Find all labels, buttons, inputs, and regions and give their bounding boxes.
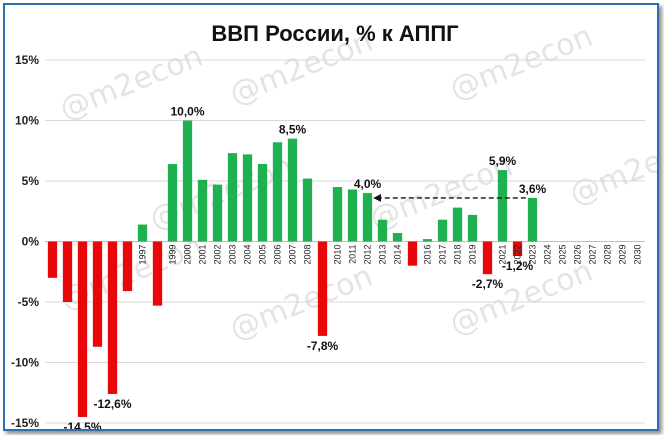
data-label: 3,6% — [519, 182, 547, 196]
y-tick-label: -10% — [11, 356, 39, 370]
data-label: -7,8% — [307, 339, 339, 353]
x-tick-label: 2026 — [573, 245, 583, 265]
bar-2015 — [407, 241, 418, 266]
bar-1998 — [152, 241, 163, 306]
bar-2016 — [422, 239, 433, 242]
bar-2014 — [392, 233, 403, 242]
x-tick-label: 2017 — [438, 245, 448, 265]
bar-2004 — [242, 154, 253, 242]
bar-2001 — [197, 179, 208, 242]
x-tick-label: 2004 — [243, 245, 253, 265]
y-tick-label: 10% — [15, 114, 39, 128]
bar-2009 — [317, 241, 328, 336]
x-tick-label: 2000 — [183, 245, 193, 265]
x-tick-label: 2005 — [258, 245, 268, 265]
data-label: 8,5% — [279, 123, 307, 137]
x-tick-label: 2025 — [558, 245, 568, 265]
y-tick-label: -15% — [11, 416, 39, 429]
x-tick-label: 2014 — [393, 245, 403, 265]
x-tick-label: 1997 — [138, 245, 148, 265]
x-tick-label: 2001 — [198, 245, 208, 265]
watermark-text: @m2econ — [445, 19, 598, 108]
bar-1993 — [77, 241, 88, 417]
x-tick-label: 2013 — [378, 245, 388, 265]
data-label: -12,6% — [93, 397, 131, 411]
bar-1992 — [62, 241, 73, 302]
y-tick-label: 15% — [15, 53, 39, 67]
chart-title: ВВП России, % к АППГ — [211, 21, 459, 46]
x-tick-label: 2028 — [603, 245, 613, 265]
y-tick-label: -5% — [18, 295, 40, 309]
bar-2002 — [212, 184, 223, 242]
x-tick-label: 2002 — [213, 245, 223, 265]
chart-frame: @m2econ @m2econ @m2econ @m2econ @m2econ @m2ec… — [3, 3, 659, 431]
x-tick-label: 2023 — [528, 245, 538, 265]
x-tick-label: 2022 — [513, 245, 523, 265]
bar-2006 — [272, 142, 283, 242]
y-tick-label: 0% — [22, 235, 40, 249]
x-tick-label: 2029 — [618, 245, 628, 265]
bar-2010 — [332, 187, 343, 242]
bar-2011 — [347, 189, 358, 242]
data-label: -2,7% — [472, 277, 504, 291]
bar-2019 — [467, 214, 478, 242]
data-label: 10,0% — [170, 105, 204, 119]
data-label: -1,2% — [502, 259, 534, 273]
bar-1996 — [122, 241, 133, 292]
x-tick-label: 2007 — [288, 245, 298, 265]
x-tick-label: 2016 — [423, 245, 433, 265]
x-tick-label: 2011 — [348, 245, 358, 264]
bar-2022 — [512, 241, 523, 257]
x-tick-label: 2030 — [633, 245, 643, 265]
x-tick-label: 2006 — [273, 245, 283, 265]
bar-2013 — [377, 219, 388, 242]
x-tick-label: 2027 — [588, 245, 598, 265]
bar-2021 — [497, 170, 508, 242]
x-tick-label: 2018 — [453, 245, 463, 265]
bar-1999 — [167, 164, 178, 242]
x-tick-label: 1999 — [168, 245, 178, 265]
bar-1994 — [92, 241, 103, 347]
x-tick-label: 2012 — [363, 245, 373, 265]
bar-2008 — [302, 178, 313, 242]
bars-group — [47, 120, 538, 417]
x-tick-label: 2008 — [303, 245, 313, 265]
x-tick-label: 2003 — [228, 245, 238, 265]
bar-1991 — [47, 241, 58, 278]
bar-2012 — [362, 193, 373, 242]
x-tick-label: 2019 — [468, 245, 478, 265]
x-axis: 1997 1999 2000 2001 2002 2003 2004 2005 2006 2007… — [138, 245, 643, 265]
watermark-text: @m2econ — [565, 124, 657, 213]
y-axis: -15% -10% -5% 0% 5% 10% 15% — [11, 53, 39, 429]
x-tick-label: 2024 — [543, 245, 553, 265]
bar-1997 — [137, 224, 148, 242]
bar-2003 — [227, 153, 238, 242]
bar-2005 — [257, 164, 268, 242]
x-tick-label: 2021 — [498, 245, 508, 265]
y-tick-label: 5% — [22, 174, 40, 188]
bar-2020 — [482, 241, 493, 275]
x-tick-label: 2010 — [333, 245, 343, 265]
data-labels: -14,5% -12,6% 10,0% 8,5% -7,8% 4,0% -2,7% 5,9% -… — [63, 105, 546, 430]
bar-1995 — [107, 241, 118, 394]
bar-2018 — [452, 207, 463, 242]
bar-2000 — [182, 120, 193, 242]
watermark-text: @m2econ — [225, 259, 378, 348]
bar-2007 — [287, 138, 298, 242]
data-label: -14,5% — [63, 420, 101, 429]
bar-2023 — [527, 197, 538, 242]
bar-2017 — [437, 219, 448, 242]
gridlines — [45, 59, 645, 424]
data-label: 4,0% — [354, 177, 382, 191]
data-label: 5,9% — [489, 154, 517, 168]
bar-chart: @m2econ @m2econ @m2econ@m2econ @m2econ@m2ec… — [11, 19, 657, 430]
